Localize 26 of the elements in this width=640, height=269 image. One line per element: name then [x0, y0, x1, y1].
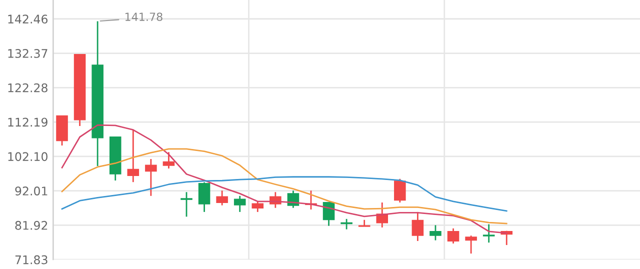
- candlestick: [447, 228, 460, 244]
- candlestick: [198, 182, 210, 213]
- candlestick: [465, 234, 477, 254]
- y-tick-label: 81.92: [15, 220, 48, 230]
- candlestick: [234, 195, 246, 213]
- candlestick: [412, 211, 424, 242]
- candlestick: [430, 224, 442, 241]
- y-tick-label: 142.46: [8, 14, 48, 24]
- candlestick: [340, 218, 352, 230]
- candlestick: [394, 178, 406, 204]
- candlestick: [162, 151, 175, 170]
- y-tick-label: 122.28: [8, 83, 48, 92]
- y-tick-label: 102.10: [8, 152, 48, 162]
- line-series: [61, 176, 508, 212]
- line-series: [61, 148, 508, 224]
- candlestick: [252, 200, 264, 213]
- candlestick: [145, 158, 157, 197]
- candlestick: [180, 191, 192, 218]
- candlestick: [216, 190, 228, 206]
- candlestick: [127, 129, 140, 183]
- y-tick-label: 71.83: [15, 255, 48, 264]
- annotation: 141.78: [125, 12, 162, 22]
- y-tick-label: 112.19: [8, 118, 48, 127]
- candlestick: [482, 224, 495, 244]
- y-tick-label: 132.37: [8, 48, 48, 58]
- y-tick-label: 92.01: [15, 186, 48, 196]
